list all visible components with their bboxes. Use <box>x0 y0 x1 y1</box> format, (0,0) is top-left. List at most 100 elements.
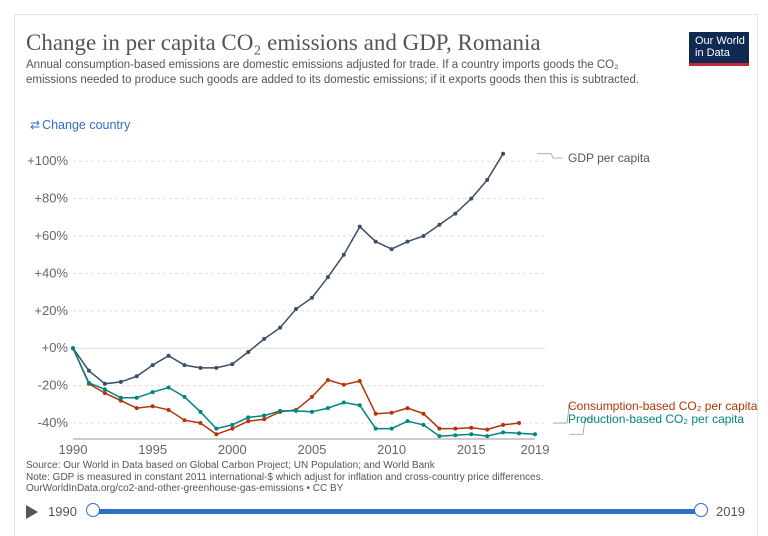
gdp-series-point[interactable] <box>198 365 203 370</box>
production-series-point[interactable] <box>533 432 537 437</box>
gdp-series-point[interactable] <box>246 349 251 354</box>
production-series-point[interactable] <box>389 426 394 431</box>
consumption-series-point[interactable] <box>437 426 442 431</box>
consumption-series-point[interactable] <box>246 419 251 424</box>
consumption-series-point[interactable] <box>469 425 474 430</box>
gdp-series-point[interactable] <box>102 381 107 386</box>
consumption-series-point[interactable] <box>262 417 267 422</box>
gdp-series-point[interactable] <box>485 177 490 182</box>
consumption-series-point[interactable] <box>341 382 346 387</box>
production-series-point[interactable] <box>246 415 251 420</box>
consumption-series-point[interactable] <box>198 421 203 426</box>
consumption-series-point[interactable] <box>102 391 107 396</box>
legend-label[interactable]: Production-based CO₂ per capita <box>568 412 744 426</box>
production-series-point[interactable] <box>453 433 458 438</box>
production-series-point[interactable] <box>405 419 410 424</box>
consumption-series-point[interactable] <box>389 410 394 415</box>
owid-logo[interactable]: Our World in Data <box>689 32 749 66</box>
consumption-series-point[interactable] <box>182 418 187 423</box>
line-chart[interactable]: -40% -20% +0% +20% +40% +60% +80% +100% 1990 1995… <box>0 140 768 460</box>
production-series-point[interactable] <box>309 409 314 414</box>
gdp-series-point[interactable] <box>150 363 155 368</box>
consumption-series-point[interactable] <box>166 407 171 412</box>
play-icon[interactable] <box>26 505 38 519</box>
production-series-point[interactable] <box>421 422 426 427</box>
consumption-series-point[interactable] <box>501 422 506 427</box>
gdp-series-point[interactable] <box>437 222 442 227</box>
timeline-start-label: 1990 <box>48 504 77 519</box>
gdp-series-point[interactable] <box>309 295 314 300</box>
gdp-series-point[interactable] <box>86 368 91 373</box>
gdp-series-line[interactable] <box>72 153 504 385</box>
consumption-series-point[interactable] <box>118 398 123 403</box>
production-series-point[interactable] <box>501 430 506 435</box>
gdp-series-point[interactable] <box>357 224 362 229</box>
chart-subtitle: Annual consumption-based emissions are d… <box>26 59 640 86</box>
gdp-series-point[interactable] <box>182 363 187 368</box>
production-series-point[interactable] <box>214 426 219 431</box>
consumption-series-point[interactable] <box>485 427 490 432</box>
production-series-point[interactable] <box>182 394 187 399</box>
production-series-point[interactable] <box>230 422 235 427</box>
gdp-series-point[interactable] <box>134 374 139 379</box>
gdp-series-point[interactable] <box>294 306 299 311</box>
gdp-series-point[interactable] <box>421 234 426 239</box>
timeline-start-handle[interactable] <box>86 503 100 517</box>
gdp-series-point[interactable] <box>118 379 123 384</box>
consumption-series-point[interactable] <box>373 411 378 416</box>
production-series-point[interactable] <box>294 408 299 413</box>
consumption-series-point[interactable] <box>214 432 219 437</box>
production-series-point[interactable] <box>102 387 107 392</box>
legend-label[interactable]: Consumption-based CO₂ per capita <box>568 399 758 413</box>
consumption-series-point[interactable] <box>453 426 458 431</box>
consumption-series-point[interactable] <box>421 411 426 416</box>
production-series-point[interactable] <box>278 408 283 413</box>
production-series-point[interactable] <box>262 413 267 418</box>
gdp-series-point[interactable] <box>230 362 235 367</box>
production-series-point[interactable] <box>357 403 362 408</box>
production-series-point[interactable] <box>150 390 155 395</box>
production-series-point[interactable] <box>86 380 91 385</box>
production-series-point[interactable] <box>373 426 378 431</box>
consumption-series-point[interactable] <box>230 426 235 431</box>
legend-label[interactable]: GDP per capita <box>568 151 650 165</box>
gdp-series-point[interactable] <box>373 239 378 244</box>
production-series-point[interactable] <box>517 431 522 436</box>
gdp-series-point[interactable] <box>469 196 474 201</box>
production-series-point[interactable] <box>485 434 490 439</box>
gdp-series-point[interactable] <box>389 247 394 252</box>
change-country-button[interactable]: ⇄ Change country <box>30 118 130 132</box>
consumption-series-point[interactable] <box>309 394 314 399</box>
production-series-point[interactable] <box>71 346 75 351</box>
production-series-point[interactable] <box>469 432 474 437</box>
production-series-point[interactable] <box>118 395 123 400</box>
production-series-point[interactable] <box>437 434 442 439</box>
gdp-series-point[interactable] <box>453 211 458 216</box>
production-series-point[interactable] <box>166 385 171 390</box>
consumption-series-point[interactable] <box>150 404 155 409</box>
timeline-track[interactable] <box>93 509 701 514</box>
consumption-series-point[interactable] <box>517 421 522 426</box>
consumption-series-point[interactable] <box>134 406 139 411</box>
consumption-series-point[interactable] <box>405 406 410 411</box>
production-series-point[interactable] <box>325 406 330 411</box>
consumption-series-point[interactable] <box>357 378 362 383</box>
production-series-line[interactable] <box>72 347 536 437</box>
production-series-point[interactable] <box>198 409 203 414</box>
gdp-series-point[interactable] <box>278 325 283 330</box>
url-text[interactable]: OurWorldInData.org/co2-and-other-greenho… <box>26 483 344 494</box>
gdp-series-point[interactable] <box>501 151 506 156</box>
gdp-series-point[interactable] <box>166 353 171 358</box>
gdp-series-point[interactable] <box>214 365 219 370</box>
gdp-series-point[interactable] <box>325 275 330 280</box>
gdp-series-point[interactable] <box>341 252 346 257</box>
timeline-end-handle[interactable] <box>694 503 708 517</box>
consumption-series-point[interactable] <box>325 378 330 383</box>
consumption-series-line[interactable] <box>72 347 520 436</box>
gdp-series-point[interactable] <box>405 239 410 244</box>
y-tick-label: +0% <box>42 340 69 355</box>
timeline-end-label: 2019 <box>716 504 745 519</box>
production-series-point[interactable] <box>134 395 139 400</box>
production-series-point[interactable] <box>341 400 346 405</box>
gdp-series-point[interactable] <box>262 336 267 341</box>
